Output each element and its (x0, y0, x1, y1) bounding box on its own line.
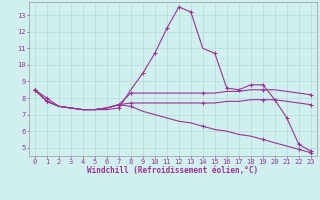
X-axis label: Windchill (Refroidissement éolien,°C): Windchill (Refroidissement éolien,°C) (87, 166, 258, 175)
